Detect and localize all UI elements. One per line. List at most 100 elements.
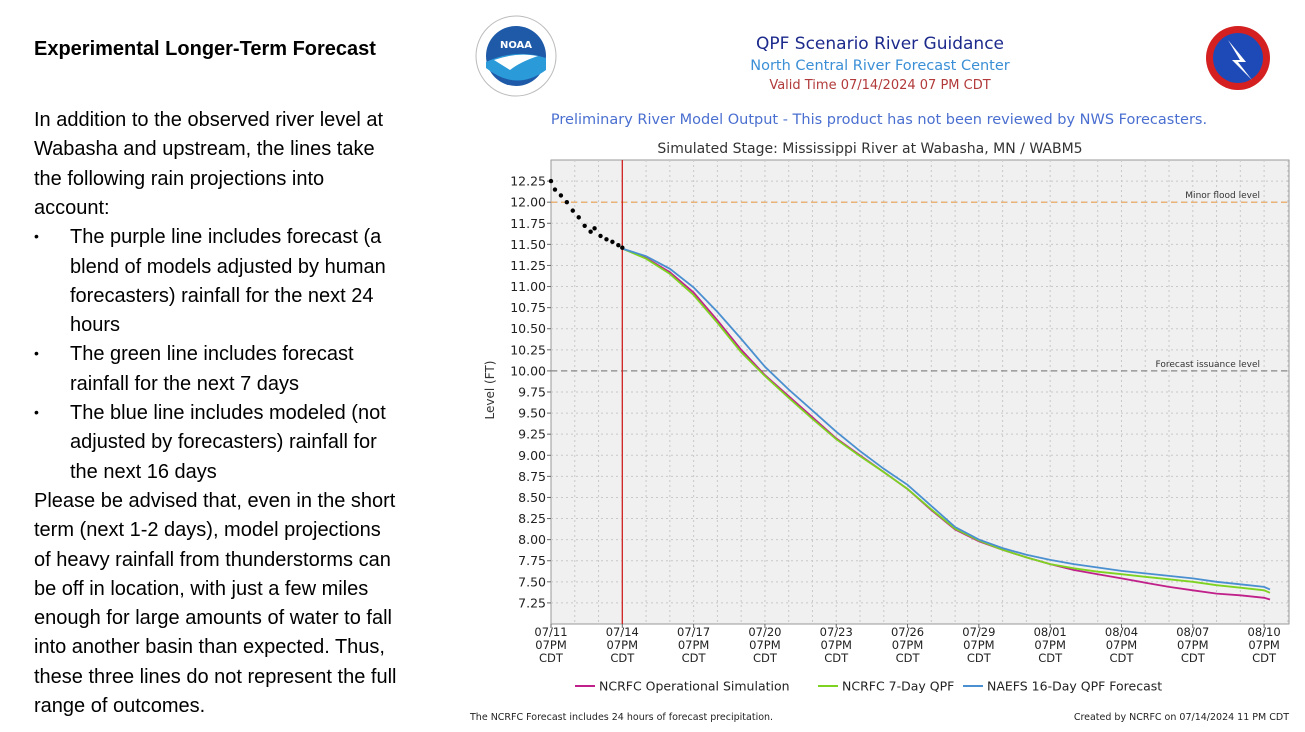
y-tick-label: 7.50 (518, 574, 546, 589)
intro-text-line: In addition to the observed river level … (34, 109, 384, 131)
x-tick-label: 08/07 (1176, 625, 1209, 639)
slide-title: Experimental Longer-Term Forecast (34, 38, 376, 60)
observed-point (592, 226, 597, 231)
chart-title: Simulated Stage: Mississippi River at Wa… (657, 141, 1082, 157)
x-tick-label: CDT (967, 651, 992, 665)
x-tick-label: 07/11 (534, 625, 567, 639)
x-tick-label: 07/20 (748, 625, 781, 639)
plot-area: 12.25 12.00 11.75 11.50 11.25 11.00 10.75 10.50… (510, 159, 1290, 665)
y-tick-label: 7.75 (518, 553, 546, 568)
y-tick-label: 10.25 (510, 342, 546, 357)
x-tick-label: 07PM (749, 638, 781, 652)
observed-point (582, 223, 587, 229)
legend-label: NCRFC Operational Simulation (599, 679, 790, 694)
x-tick-label: 07/26 (891, 625, 924, 639)
y-tick-label: 8.50 (518, 490, 546, 505)
footer-note: The NCRFC Forecast includes 24 hours of … (469, 712, 773, 723)
closing-text-line: be off in location, with just a few mile… (34, 577, 369, 600)
observed-point (588, 229, 593, 234)
observed-point (564, 199, 570, 205)
x-tick-label: CDT (1181, 651, 1206, 665)
chart-svg: NOAA QPF Scenario River Guidance North C… (469, 15, 1290, 723)
bullet-text-line: The purple line includes forecast (a (70, 226, 382, 249)
footer-created: Created by NCRFC on 07/14/2024 11 PM CDT (1074, 712, 1289, 723)
y-tick-label: 10.75 (510, 300, 546, 315)
y-tick-label: 11.00 (510, 279, 546, 294)
bullet-icon: • (34, 228, 39, 245)
legend-label: NAEFS 16-Day QPF Forecast (987, 679, 1162, 694)
river-guidance-chart: NOAA QPF Scenario River Guidance North C… (460, 0, 1305, 732)
x-tick-label: 07PM (963, 638, 995, 652)
bullet-text-line: blend of models adjusted by human (70, 255, 386, 278)
noaa-logo: NOAA (475, 15, 557, 97)
x-tick-label: 07PM (1248, 638, 1280, 652)
closing-text-line: into another basin than expected. Thus, (34, 636, 385, 659)
observed-point (548, 178, 554, 184)
chart-header-subtitle: North Central River Forecast Center (750, 58, 1010, 74)
observed-point (552, 187, 558, 192)
x-tick-label: 08/10 (1248, 625, 1281, 639)
x-tick-label: CDT (682, 651, 707, 665)
x-tick-label: 07PM (892, 638, 924, 652)
y-tick-label: 9.00 (518, 448, 546, 463)
closing-text-line: term (next 1-2 days), model projections (34, 519, 381, 542)
series-line (621, 247, 1271, 594)
y-tick-label: 12.00 (510, 195, 546, 210)
closing-text-line: these three lines do not represent the f… (34, 665, 397, 688)
intro-text-line: Wabasha and upstream, the lines take (34, 138, 375, 161)
reference-line-label: Forecast issuance level (1156, 360, 1261, 370)
x-tick-label: 07PM (1034, 638, 1066, 652)
bullet-text-line: adjusted by forecasters) rainfall for (70, 431, 377, 454)
y-tick-label: 9.75 (518, 385, 546, 400)
observed-point (570, 208, 575, 213)
reference-line-label: Minor flood level (1185, 191, 1260, 201)
chart-header-title: QPF Scenario River Guidance (756, 34, 1004, 54)
preliminary-notice: Preliminary River Model Output - This pr… (551, 112, 1207, 128)
x-tick-label: 07PM (1177, 638, 1209, 652)
y-axis-label: Level (FT) (483, 361, 497, 420)
x-tick-label: CDT (753, 651, 778, 665)
valid-time: Valid Time 07/14/2024 07 PM CDT (769, 78, 990, 93)
noaa-logo-text: NOAA (500, 40, 532, 51)
bullet-text-line: The green line includes forecast (70, 343, 354, 366)
closing-text-line: range of outcomes. (34, 695, 206, 717)
x-tick-label: 07/17 (677, 625, 710, 639)
x-tick-label: CDT (896, 651, 921, 665)
y-tick-label: 9.25 (518, 427, 546, 442)
bullet-text-line: the next 16 days (70, 460, 217, 483)
y-tick-label: 11.75 (510, 216, 546, 231)
x-tick-label: 07PM (820, 638, 852, 652)
nws-logo (1196, 16, 1280, 100)
y-tick-label: 10.50 (510, 321, 546, 336)
observed-point (620, 245, 625, 250)
x-tick-label: 08/04 (1105, 625, 1138, 639)
x-tick-label: 08/01 (1034, 625, 1067, 639)
x-tick-label: 07/29 (962, 625, 995, 639)
observed-point (616, 243, 621, 248)
bullet-icon: • (34, 404, 39, 420)
x-tick-label: CDT (1038, 651, 1063, 665)
x-tick-label: 07PM (535, 638, 567, 652)
y-tick-label: 8.25 (518, 511, 546, 526)
x-tick-label: CDT (610, 651, 635, 665)
intro-text-line: the following rain projections into (34, 167, 325, 190)
closing-text-line: of heavy rainfall from thunderstorms can (34, 548, 391, 571)
bullet-text-line: forecasters) rainfall for the next 24 (70, 284, 374, 307)
y-tick-label: 11.25 (510, 258, 546, 273)
x-tick-label: 07/14 (606, 625, 639, 639)
observed-point (610, 239, 615, 245)
bullet-text-line: rainfall for the next 7 days (70, 372, 300, 395)
closing-text-line: enough for large amounts of water to fal… (34, 607, 392, 630)
bullet-text-line: hours (70, 314, 121, 337)
series-line (622, 247, 1271, 591)
x-tick-label: 07PM (678, 638, 710, 652)
x-tick-label: 07/23 (820, 625, 853, 639)
y-tick-label: 12.25 (510, 174, 546, 189)
x-tick-label: CDT (1110, 651, 1135, 665)
x-tick-label: CDT (1252, 651, 1277, 665)
bullet-icon: • (34, 345, 39, 362)
legend-label: NCRFC 7-Day QPF (842, 679, 954, 694)
legend: NCRFC Operational Simulation NCRFC 7-Day … (575, 679, 1162, 694)
x-tick-label: CDT (824, 651, 849, 665)
